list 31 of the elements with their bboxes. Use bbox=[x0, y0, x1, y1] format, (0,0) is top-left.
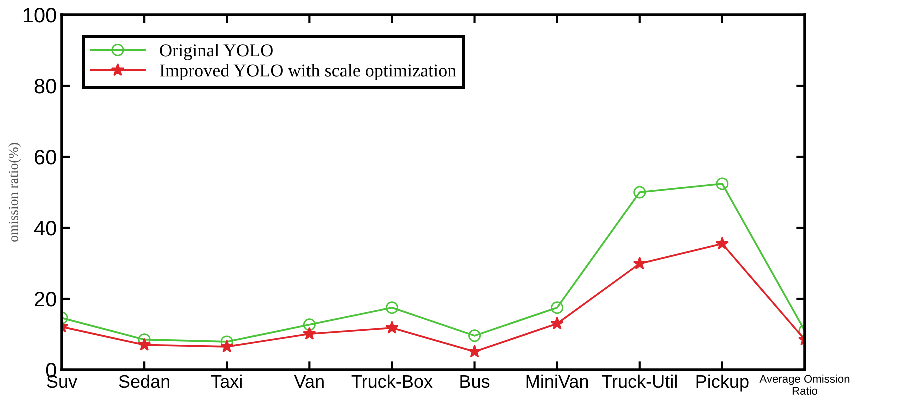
y-axis-title: omission ratio(%) bbox=[8, 143, 22, 242]
y-tick-label: 100 bbox=[24, 8, 56, 23]
x-tick-label: Truck-Box bbox=[352, 374, 433, 388]
point bbox=[633, 256, 647, 270]
y-tick-label: 60 bbox=[35, 150, 56, 165]
x-tick-label: Taxi bbox=[211, 374, 242, 388]
point bbox=[303, 327, 316, 340]
point bbox=[138, 338, 152, 351]
point bbox=[468, 344, 482, 358]
x-tick-label: Sedan bbox=[119, 374, 170, 388]
y-tick-label: 80 bbox=[34, 79, 56, 94]
point bbox=[468, 330, 482, 342]
legend-label: Improved YOLO with scale optimization bbox=[160, 64, 456, 81]
point bbox=[551, 302, 564, 314]
point bbox=[634, 186, 646, 199]
point bbox=[303, 318, 316, 332]
point bbox=[386, 302, 398, 314]
x-tick-label: Bus bbox=[460, 376, 490, 388]
x-tick-label: Average Omission Ratio bbox=[760, 374, 850, 395]
y-tick-label: 20 bbox=[35, 292, 56, 307]
x-tick-label: Pickup bbox=[696, 374, 749, 392]
point bbox=[220, 340, 234, 353]
x-tick-label: Van bbox=[294, 376, 324, 388]
point bbox=[716, 237, 730, 250]
point bbox=[386, 321, 399, 334]
point bbox=[550, 316, 564, 330]
y-tick-label: 40 bbox=[34, 221, 56, 236]
x-tick-label: MiniVan bbox=[526, 374, 588, 388]
legend-label: Original YOLO bbox=[160, 44, 273, 60]
point bbox=[716, 178, 729, 190]
x-tick-label: Truck-Util bbox=[602, 374, 677, 388]
